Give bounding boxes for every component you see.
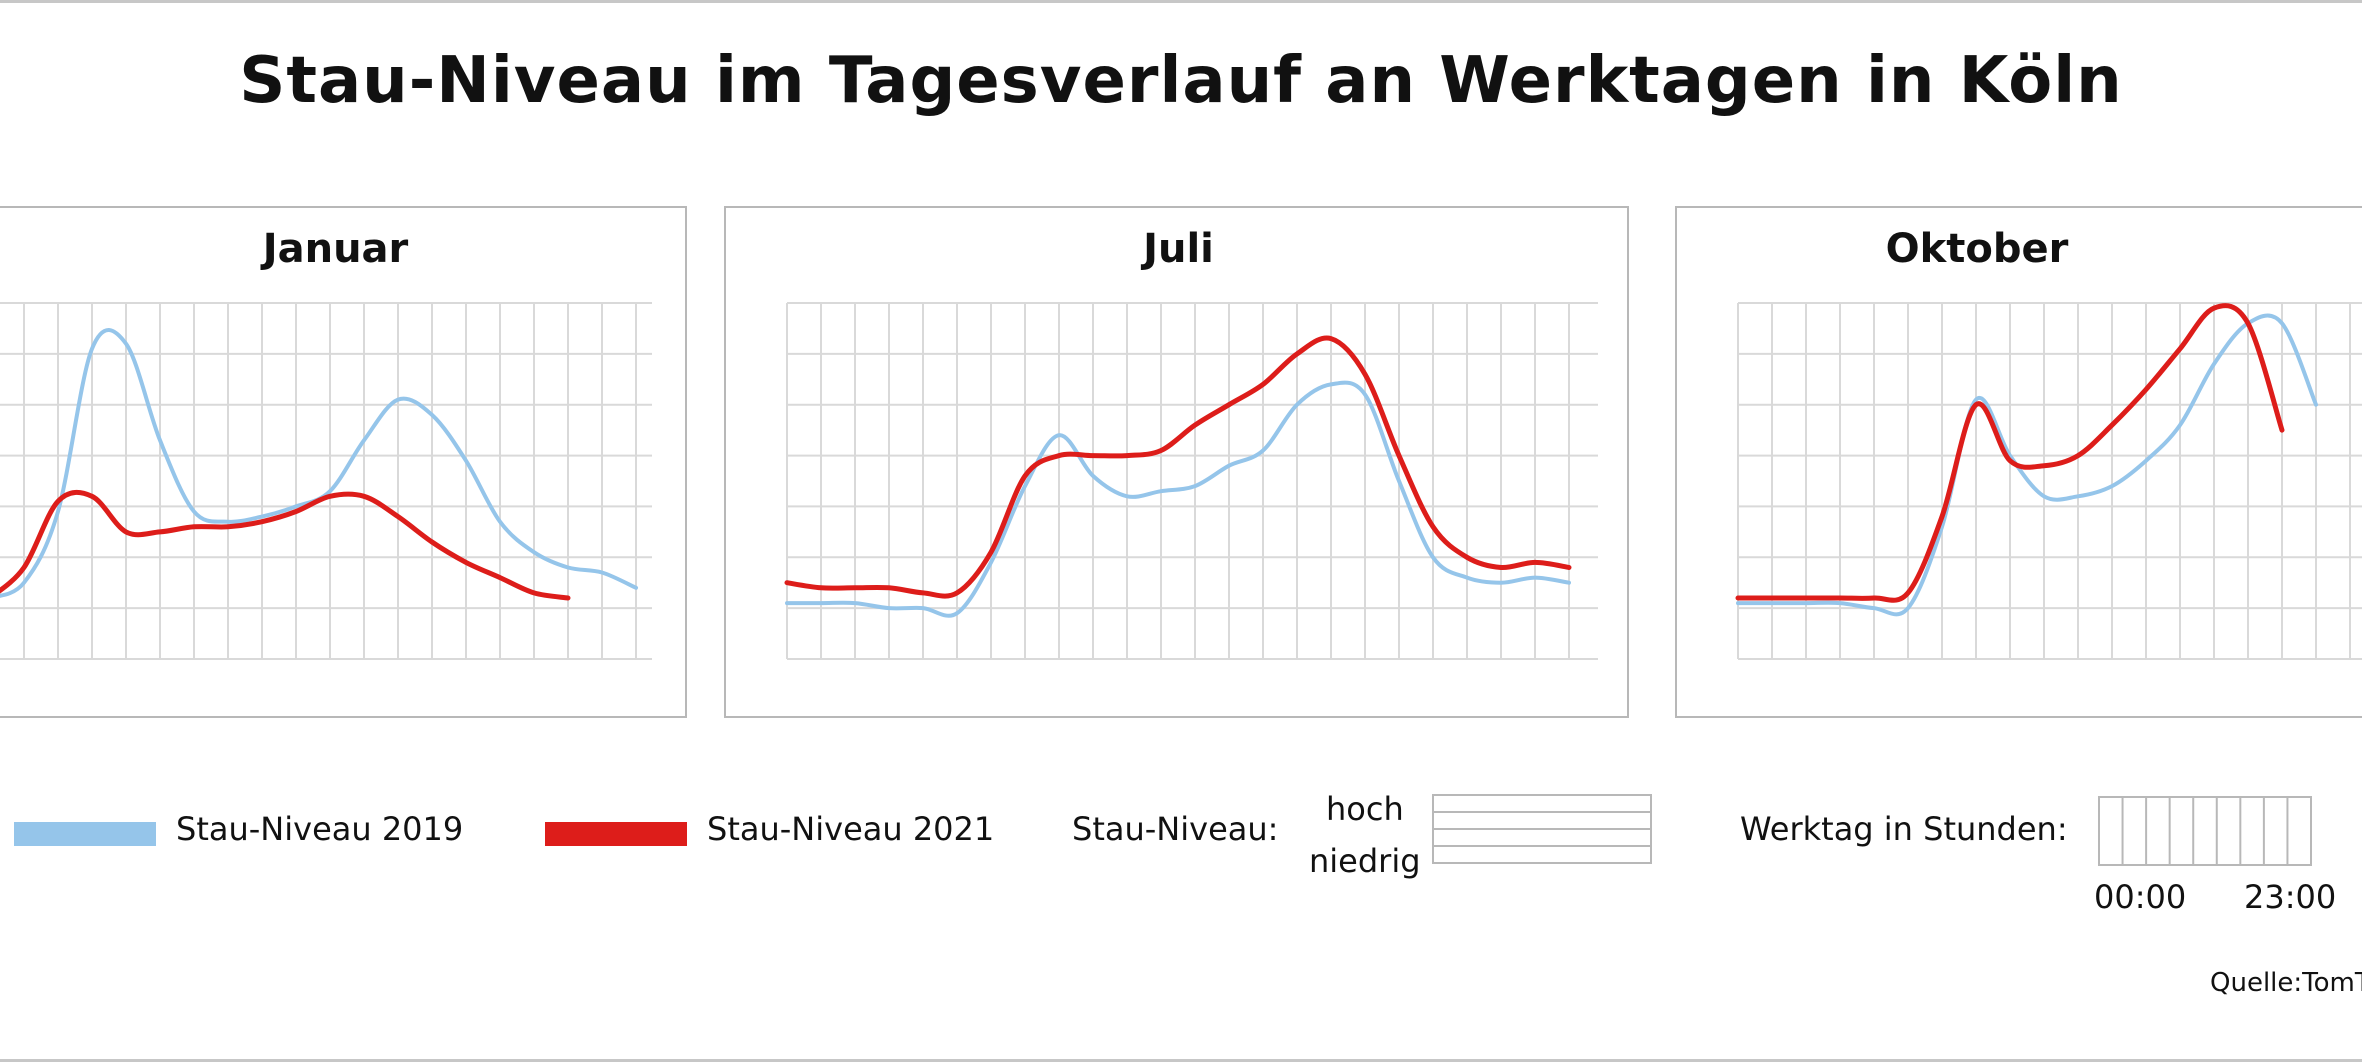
legend-hours-key [2098, 796, 2312, 866]
plot-juli [784, 302, 1598, 660]
panel-title-oktober: Oktober [1885, 226, 2069, 272]
bottom-rule [0, 1059, 2362, 1062]
series-line-2019 [785, 380, 1571, 618]
series-line-2019 [0, 328, 638, 598]
top-rule [0, 0, 2362, 3]
grid [1737, 302, 2362, 660]
panel-title-juli: Juli [1143, 226, 1214, 272]
panel-oktober: Oktober [1675, 206, 2362, 718]
legend-level-key [1432, 794, 1652, 864]
panel-juli: Juli [724, 206, 1629, 718]
series-line-2021 [784, 335, 1572, 599]
series-line-2021 [1735, 303, 2285, 603]
legend-swatch-2019 [14, 822, 156, 846]
panel-januar: Januar [0, 206, 687, 718]
legend-hours-label: Werktag in Stunden: [1740, 810, 2068, 848]
legend-level-low: niedrig [1309, 842, 1421, 880]
series-line-2021 [0, 489, 571, 601]
legend-label-2019: Stau-Niveau 2019 [176, 810, 464, 848]
hours-key-frame [2098, 796, 2312, 866]
chart-title: Stau-Niveau im Tagesverlauf an Werktagen… [239, 44, 2123, 118]
plot-oktober [1735, 302, 2362, 660]
grid [0, 302, 652, 660]
legend-hours-end: 23:00 [2244, 878, 2337, 916]
plot-januar [0, 302, 652, 660]
source-note: Quelle:TomT [2210, 968, 2362, 998]
panel-title-januar: Januar [262, 226, 409, 272]
legend-level-high: hoch [1326, 790, 1404, 828]
legend-label-2021: Stau-Niveau 2021 [707, 810, 995, 848]
grid [786, 302, 1598, 660]
legend-level-label: Stau-Niveau: [1072, 810, 1279, 848]
legend-hours-start: 00:00 [2094, 878, 2187, 916]
legend-swatch-2021 [545, 822, 687, 846]
